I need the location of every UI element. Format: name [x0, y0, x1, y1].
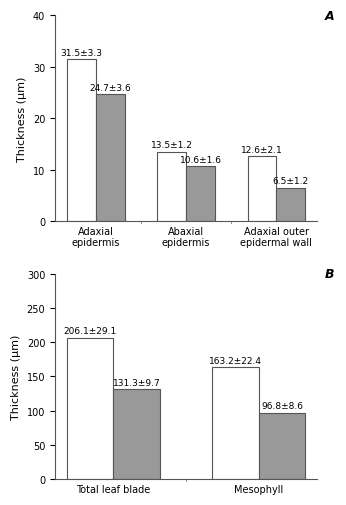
Text: 131.3±9.7: 131.3±9.7 — [113, 378, 161, 387]
Bar — [96, 95, 125, 222]
Text: 13.5±1.2: 13.5±1.2 — [151, 141, 193, 150]
Text: 6.5±1.2: 6.5±1.2 — [273, 177, 309, 186]
Text: 96.8±8.6: 96.8±8.6 — [261, 401, 303, 411]
Y-axis label: Thickness (μm): Thickness (μm) — [17, 76, 27, 162]
Text: 31.5±3.3: 31.5±3.3 — [61, 48, 102, 58]
Bar — [186, 167, 215, 222]
Text: B: B — [325, 268, 335, 281]
Bar — [259, 413, 305, 479]
Bar — [212, 368, 259, 479]
Y-axis label: Thickness (μm): Thickness (μm) — [11, 334, 21, 419]
Text: 24.7±3.6: 24.7±3.6 — [89, 83, 131, 92]
Bar — [113, 389, 160, 479]
Bar — [276, 188, 305, 222]
Bar — [157, 153, 186, 222]
Text: 12.6±2.1: 12.6±2.1 — [241, 145, 283, 155]
Text: A: A — [325, 10, 335, 23]
Text: 163.2±22.4: 163.2±22.4 — [209, 356, 262, 365]
Text: 206.1±29.1: 206.1±29.1 — [64, 327, 117, 336]
Bar — [67, 338, 113, 479]
Bar — [67, 60, 96, 222]
Bar — [247, 157, 276, 222]
Text: 10.6±1.6: 10.6±1.6 — [180, 156, 221, 165]
